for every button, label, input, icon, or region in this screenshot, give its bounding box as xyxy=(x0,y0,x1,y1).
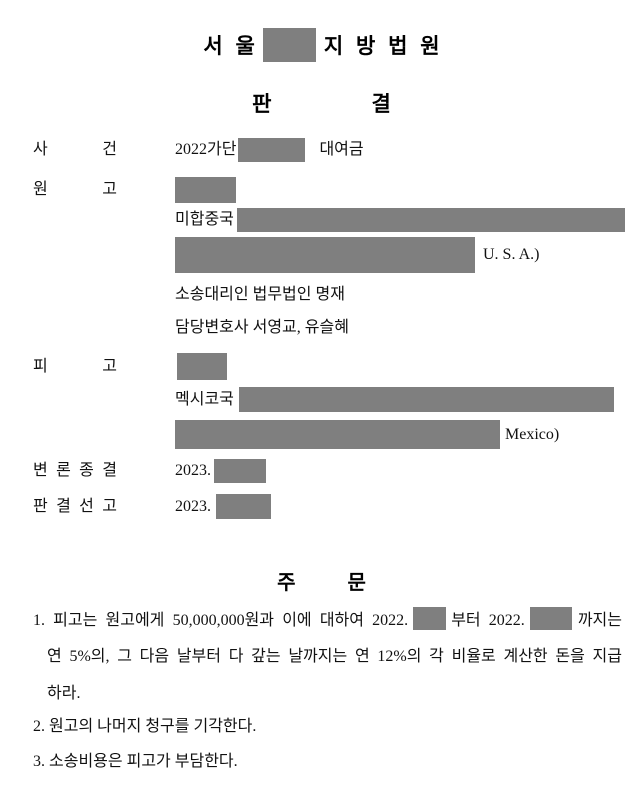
order-item1-seg2: 부터 2022. xyxy=(451,612,525,629)
plaintiff-country-row: 미합중국 xyxy=(175,208,625,232)
redaction-box-defendant-address-1 xyxy=(238,387,614,412)
order-heading-left: 주 xyxy=(277,572,296,594)
redaction-box-plaintiff-name xyxy=(175,177,236,203)
redaction-box-date-from xyxy=(413,607,447,630)
case-number-prefix: 2022가단 xyxy=(175,141,237,158)
plaintiff-label: 원 고 xyxy=(33,181,117,198)
defendant-country: 멕시코국 xyxy=(175,390,234,408)
defendant-label: 피 고 xyxy=(33,357,117,375)
order-item1-line2: 연 5%의, 그 다음 날부터 다 갚는 날까지는 연 12%의 각 비율로 계… xyxy=(47,648,622,665)
plaintiff-row: 원 고 xyxy=(33,177,236,203)
counsel-text: 소송대리인 법무법인 명재 xyxy=(175,286,345,303)
defendant-country-row: 멕시코국 xyxy=(175,387,614,412)
court-name-suffix: 지 방 법 원 xyxy=(323,35,440,58)
hearing-closed-label: 변 론 종 결 xyxy=(33,462,117,479)
order-item2: 2. 원고의 나머지 청구를 기각한다. xyxy=(33,718,257,735)
attorneys-text: 담당변호사 서영교, 유슬혜 xyxy=(175,319,349,336)
redaction-box-defendant-name xyxy=(177,353,227,380)
plaintiff-address-suffix: U. S. A.) xyxy=(483,246,540,263)
order-item1-seg1: 1. 피고는 원고에게 50,000,000원과 이에 대하여 2022. xyxy=(33,612,409,629)
case-row: 사 건 2022가단 대여금 xyxy=(33,138,364,162)
judgment-heading-right: 결 xyxy=(371,93,391,116)
order-heading: 주 문 xyxy=(0,566,643,595)
plaintiff-country: 미합중국 xyxy=(175,211,234,228)
sentencing-date-value: 2023. xyxy=(175,494,271,519)
hearing-closed-year: 2023. xyxy=(175,462,211,479)
case-label: 사 건 xyxy=(33,141,117,158)
redaction-box-court-name xyxy=(262,28,316,62)
counsel-row: 소송대리인 법무법인 명재 xyxy=(175,285,345,305)
sentencing-date-label: 판 결 선 고 xyxy=(33,497,117,515)
defendant-value xyxy=(175,353,227,380)
judgment-heading-left: 판 xyxy=(252,93,272,116)
plaintiff-address-row: U. S. A.) xyxy=(175,237,539,273)
redaction-box-case-number xyxy=(238,138,306,162)
case-value: 2022가단 대여금 xyxy=(175,138,364,162)
sentencing-date-row: 판 결 선 고 2023. xyxy=(33,494,271,519)
attorneys-row: 담당변호사 서영교, 유슬혜 xyxy=(175,318,349,338)
defendant-row: 피 고 xyxy=(33,353,227,380)
plaintiff-value xyxy=(175,177,236,203)
defendant-address-suffix: Mexico) xyxy=(505,425,560,443)
hearing-closed-value: 2023. xyxy=(175,459,266,483)
order-item1-line1: 1. 피고는 원고에게 50,000,000원과 이에 대하여 2022. 부터 … xyxy=(33,607,622,632)
redaction-box-sentencing-date xyxy=(216,494,271,519)
order-item1-seg3: 까지는 xyxy=(577,612,622,629)
redaction-box-plaintiff-address-2 xyxy=(175,237,475,273)
court-name-title: 서 울 지 방 법 원 xyxy=(0,28,643,62)
redaction-box-date-to xyxy=(529,607,572,630)
redaction-box-hearing-date xyxy=(214,459,266,483)
redaction-box-plaintiff-address-1 xyxy=(236,208,625,232)
court-name-prefix: 서 울 xyxy=(203,35,255,58)
defendant-address-row: Mexico) xyxy=(175,420,559,449)
case-subject: 대여금 xyxy=(319,141,364,158)
hearing-closed-row: 변 론 종 결 2023. xyxy=(33,459,266,483)
sentencing-year: 2023. xyxy=(175,497,211,515)
judgment-heading: 판 결 xyxy=(0,88,643,118)
order-item1-line3: 하라. xyxy=(47,685,81,702)
redaction-box-defendant-address-2 xyxy=(175,420,500,449)
order-heading-right: 문 xyxy=(347,572,366,594)
order-item3: 3. 소송비용은 피고가 부담한다. xyxy=(33,753,238,770)
